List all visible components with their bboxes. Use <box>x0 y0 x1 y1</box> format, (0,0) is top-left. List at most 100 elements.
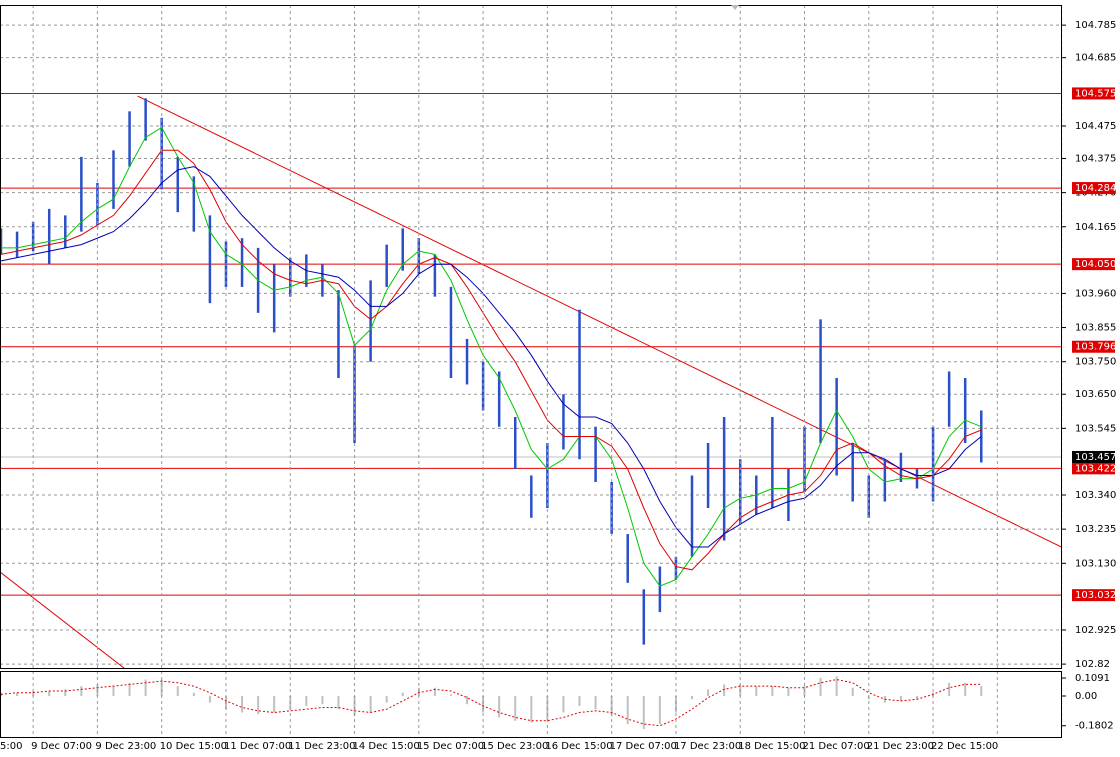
level-label: 103.422 <box>1075 463 1116 474</box>
histogram-bar <box>723 684 726 696</box>
y-tick-label: 102.925 <box>1075 625 1116 636</box>
level-label: 103.032 <box>1075 590 1116 601</box>
y-tick-label: 103.650 <box>1075 389 1116 400</box>
y-tick-label: 104.785 <box>1075 20 1116 31</box>
histogram-bar <box>964 682 967 696</box>
moving-average <box>0 149 982 571</box>
moving-average <box>1 126 982 587</box>
current-price-label: 103.457 <box>1075 452 1116 463</box>
y-tick-label: 102.82 <box>1075 659 1110 670</box>
histogram-bar <box>514 695 517 721</box>
histogram-bar <box>899 695 902 701</box>
histogram-bar <box>433 687 436 696</box>
level-label: 104.284 <box>1075 183 1116 194</box>
histogram-bar <box>64 689 67 696</box>
histogram-bar <box>160 679 163 696</box>
x-tick-label: 11 Dec 23:00 <box>288 741 355 752</box>
y-tick-label: 103.855 <box>1075 323 1116 334</box>
moving-average <box>0 166 982 548</box>
histogram-bar <box>273 695 276 713</box>
x-tick-label: 16 Dec 15:00 <box>545 741 612 752</box>
histogram-bar <box>594 695 597 710</box>
level-label-box <box>1072 258 1115 271</box>
y-tick-label: 103.960 <box>1075 288 1116 299</box>
x-tick-label: 14 Dec 15:00 <box>353 741 420 752</box>
level-label: 104.575 <box>1075 88 1116 99</box>
y-tick-label: 104.685 <box>1075 53 1116 64</box>
level-label-box <box>1072 182 1115 195</box>
level-label-box <box>1072 589 1115 602</box>
x-tick-label: 15 Dec 23:00 <box>481 741 548 752</box>
signal-line <box>0 678 982 727</box>
shift-marker <box>731 5 739 10</box>
histogram-bar <box>835 676 838 696</box>
histogram-bar <box>851 687 854 696</box>
y-tick-label: 103.545 <box>1075 423 1116 434</box>
y-tick-label: -0.1802 <box>1075 721 1114 732</box>
histogram-bar <box>482 695 485 713</box>
x-tick-label: 5:00 <box>0 741 22 752</box>
x-tick-label: 11 Dec 07:00 <box>224 741 291 752</box>
histogram-bar <box>305 695 308 706</box>
histogram-bar <box>80 686 83 696</box>
histogram-bar <box>771 686 774 696</box>
histogram-bar <box>128 682 131 696</box>
histogram-bar <box>241 695 244 713</box>
histogram-bar <box>755 686 758 696</box>
histogram-bar <box>176 686 179 696</box>
x-tick-label: 15 Dec 07:00 <box>417 741 484 752</box>
histogram-bar <box>980 686 983 696</box>
x-tick-label: 18 Dec 15:00 <box>738 741 805 752</box>
plot <box>0 5 1063 737</box>
histogram-bar <box>562 695 565 713</box>
histogram-bar <box>385 695 388 703</box>
main-panel <box>0 24 1062 668</box>
histogram-bar <box>466 695 469 705</box>
level-label-box <box>1072 340 1115 353</box>
current-price-box <box>1072 450 1115 463</box>
histogram-bar <box>192 692 195 696</box>
histogram-bar <box>112 686 115 696</box>
histogram-bar <box>707 689 710 696</box>
x-tick-label: 22 Dec 15:00 <box>931 741 998 752</box>
histogram-bar <box>626 695 629 725</box>
y-tick-label: 103.750 <box>1075 357 1116 368</box>
y-tick-label: 104.165 <box>1075 222 1116 233</box>
main-frame <box>0 5 1062 669</box>
x-tick-label: 9 Dec 23:00 <box>95 741 156 752</box>
y-tick-label: 103.340 <box>1075 490 1116 501</box>
y-tick-label: 103.130 <box>1075 558 1116 569</box>
x-tick-label: 9 Dec 07:00 <box>31 741 92 752</box>
y-tick-label: 104.475 <box>1075 121 1116 132</box>
histogram-bar <box>498 695 501 718</box>
y-tick-label: 104.375 <box>1075 153 1116 164</box>
histogram-bar <box>32 691 35 696</box>
histogram-bar <box>658 695 661 725</box>
histogram-bar <box>48 691 51 696</box>
histogram-bar <box>787 687 790 696</box>
histogram-bar <box>257 695 260 715</box>
x-tick-label: 17 Dec 07:00 <box>610 741 677 752</box>
trendline <box>0 571 125 668</box>
histogram-bar <box>449 694 452 696</box>
histogram-bar <box>642 695 645 729</box>
histogram-bar <box>16 692 19 696</box>
histogram-bar <box>369 695 372 713</box>
histogram-bar <box>321 695 324 705</box>
histogram-bar <box>819 677 822 696</box>
y-tick-label: 103.235 <box>1075 524 1116 535</box>
histogram-bar <box>948 682 951 696</box>
x-tick-label: 21 Dec 07:00 <box>803 741 870 752</box>
level-label-box <box>1072 462 1115 475</box>
level-label: 103.796 <box>1075 342 1116 353</box>
histogram-bar <box>353 695 356 716</box>
histogram-bar <box>208 695 211 703</box>
x-tick-label: 21 Dec 23:00 <box>867 741 934 752</box>
histogram-bar <box>401 692 404 696</box>
histogram-bar <box>915 695 918 700</box>
level-label: 104.050 <box>1075 259 1116 270</box>
oscillator-frame <box>0 671 1062 738</box>
histogram-bar <box>610 695 613 716</box>
level-label-box <box>1072 87 1115 100</box>
